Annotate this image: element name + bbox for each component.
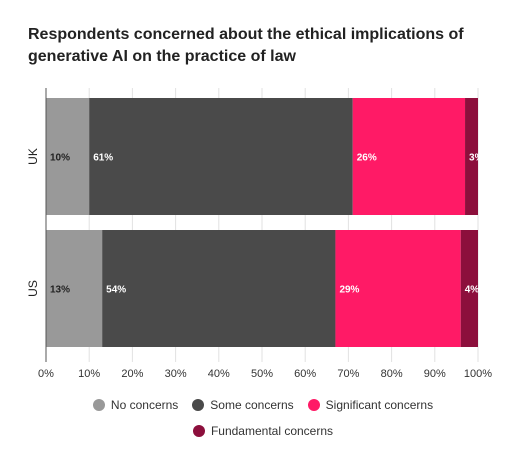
x-tick-label: 40% bbox=[208, 368, 230, 380]
bar-segment bbox=[352, 98, 466, 215]
legend-row-2: Fundamental concerns bbox=[0, 424, 526, 438]
bar-segment bbox=[335, 230, 461, 347]
legend-item-no-concerns[interactable]: No concerns bbox=[92, 398, 179, 412]
chart-title: Respondents concerned about the ethical … bbox=[28, 26, 464, 65]
legend-item-fundamental-concerns[interactable]: Fundamental concerns bbox=[192, 424, 334, 438]
bar-segment bbox=[460, 230, 478, 347]
data-label: 54% bbox=[106, 285, 126, 296]
legend-label: Some concerns bbox=[210, 398, 294, 412]
x-tick-label: 50% bbox=[251, 368, 273, 380]
data-label: 13% bbox=[50, 285, 70, 296]
category-label: UK bbox=[26, 148, 40, 165]
data-label: 61% bbox=[93, 153, 113, 164]
x-tick-label: 60% bbox=[294, 368, 316, 380]
bar-segment bbox=[89, 98, 353, 215]
x-tick-label: 70% bbox=[337, 368, 359, 380]
data-label: 26% bbox=[357, 153, 377, 164]
x-tick-label: 20% bbox=[121, 368, 143, 380]
x-tick-label: 0% bbox=[38, 368, 54, 380]
legend-item-some-concerns[interactable]: Some concerns bbox=[192, 398, 294, 412]
category-label: US bbox=[26, 280, 40, 297]
data-label: 3% bbox=[469, 153, 484, 164]
data-label: 10% bbox=[50, 153, 70, 164]
legend-swatch bbox=[92, 399, 105, 411]
legend-swatch bbox=[192, 425, 205, 437]
legend-swatch bbox=[192, 399, 205, 411]
x-tick-label: 90% bbox=[424, 368, 446, 380]
x-tick-label: 30% bbox=[165, 368, 187, 380]
bar-segment bbox=[46, 230, 103, 347]
legend-item-significant-concerns[interactable]: Significant concerns bbox=[307, 398, 434, 412]
legend-label: Fundamental concerns bbox=[210, 424, 334, 438]
x-tick-label: 80% bbox=[381, 368, 403, 380]
data-label: 29% bbox=[339, 285, 359, 296]
x-tick-label: 100% bbox=[464, 368, 492, 380]
x-tick-label: 10% bbox=[78, 368, 100, 380]
data-label: 4% bbox=[465, 285, 480, 296]
bar-segment bbox=[46, 98, 90, 215]
legend-row-1: No concerns Some concerns Significant co… bbox=[0, 398, 526, 412]
legend-swatch bbox=[307, 399, 320, 411]
bar-segment bbox=[465, 98, 478, 215]
bar-segment bbox=[102, 230, 336, 347]
legend-label: Significant concerns bbox=[325, 398, 434, 412]
legend-label: No concerns bbox=[110, 398, 179, 412]
